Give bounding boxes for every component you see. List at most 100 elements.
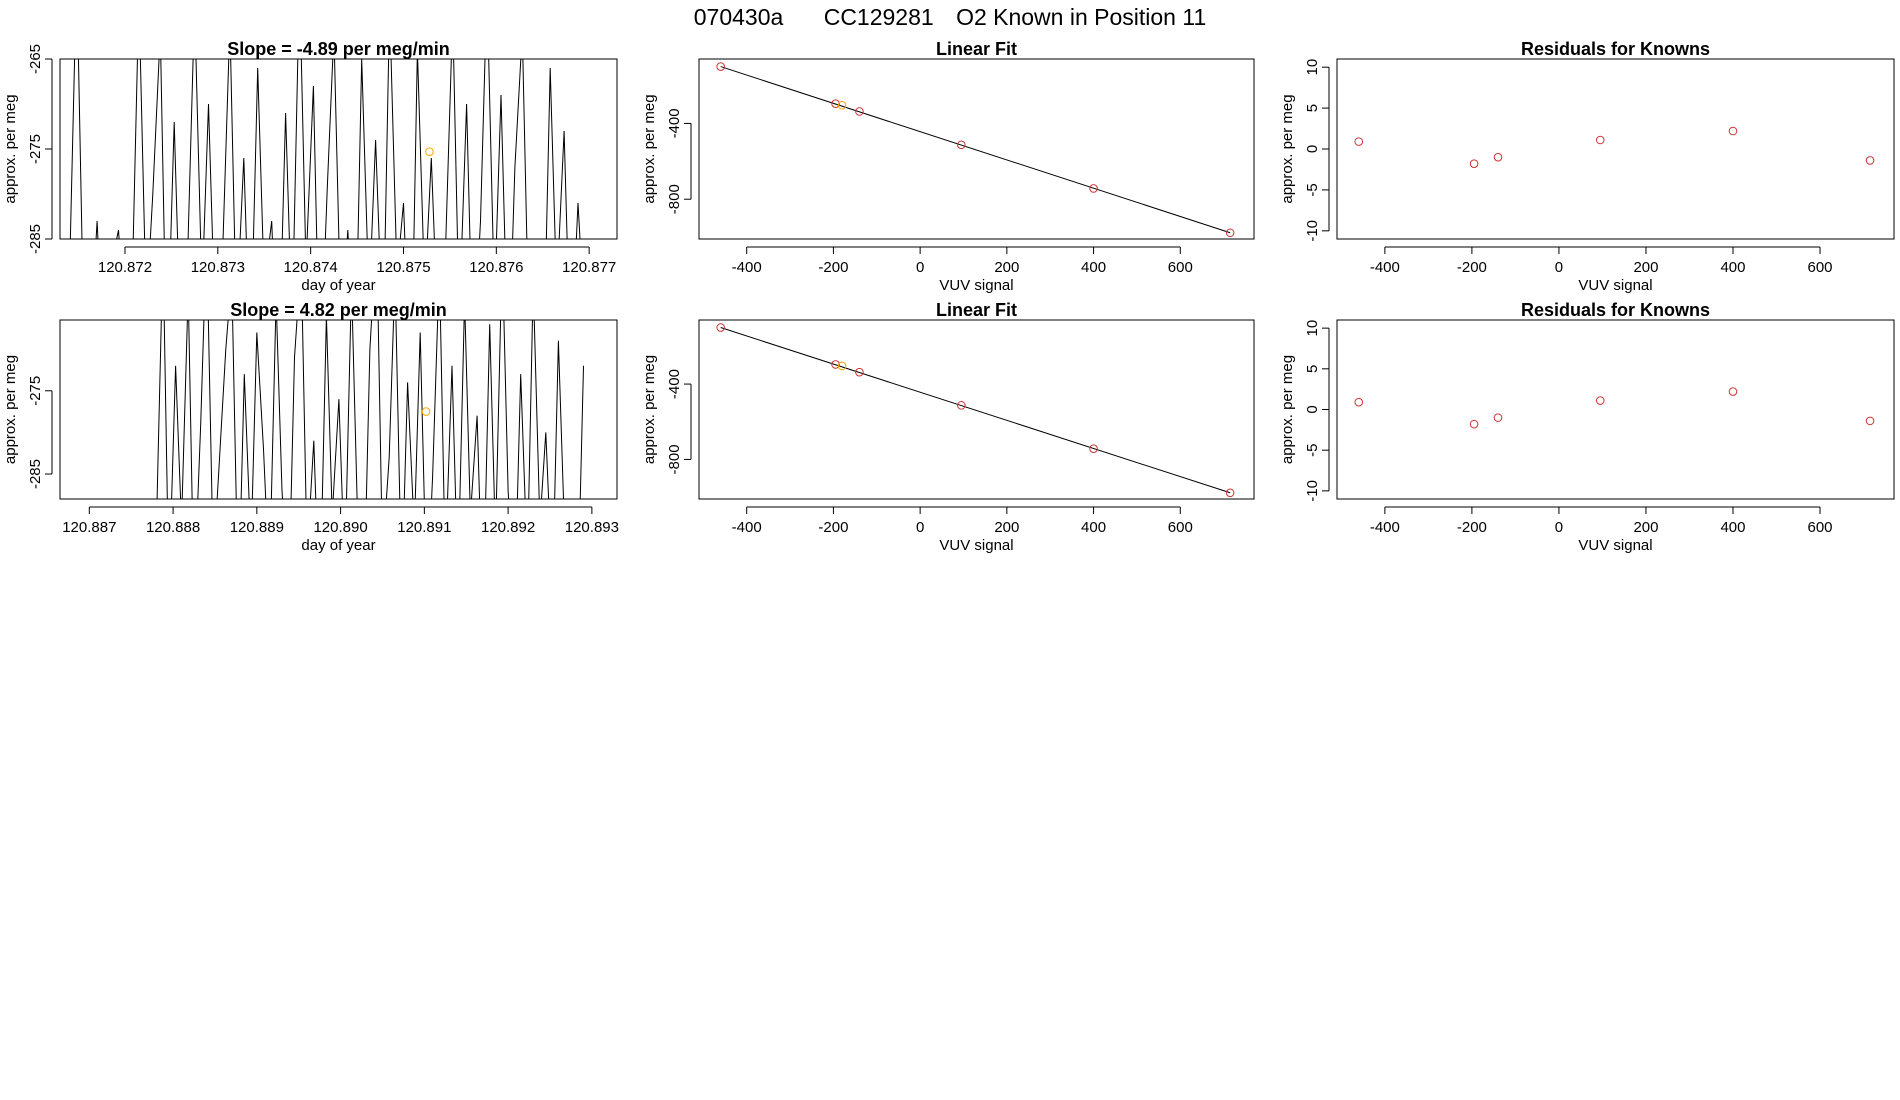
highlight-point (425, 147, 434, 156)
plot-frame (698, 58, 1255, 240)
x-tick-label: 400 (1081, 519, 1106, 536)
y-axis-label: approx. per meg (2, 94, 19, 203)
y-axis: -400 -800 (666, 108, 692, 214)
y-axis: 10 5 0 -5 -10 (1304, 59, 1330, 242)
highlight-point (837, 100, 847, 110)
known-point (1865, 416, 1875, 426)
panel-title: Slope = 4.82 per meg/min (230, 300, 447, 320)
x-tick-label: 200 (1633, 259, 1658, 276)
y-axis: -275 -285 (27, 376, 53, 489)
x-axis: -400 -200 0 200 400 600 (1370, 506, 1833, 536)
known-point (1469, 159, 1479, 169)
data-layer (69, 59, 581, 239)
x-tick-label: -400 (1370, 519, 1400, 536)
y-tick-label: -400 (666, 369, 683, 399)
panel-title: Linear Fit (936, 300, 1017, 320)
x-tick-label: 120.892 (481, 519, 535, 536)
known-point (855, 367, 864, 377)
y-tick-label: -10 (1304, 480, 1321, 502)
x-tick-label: 120.877 (562, 259, 616, 276)
x-axis: 120.887 120.888 120.889 120.890 120.891 120.8… (62, 506, 619, 536)
panel-resid-top: Residuals for Knowns -400 -200 0 200 400 600 VU… (1279, 39, 1895, 294)
run-id: 070430a (694, 4, 784, 30)
x-tick-label: 0 (1555, 519, 1563, 536)
y-tick-label: -800 (666, 444, 683, 474)
figure-title: 070430a CC129281 O2 Known in Position 11 (694, 4, 1206, 30)
x-tick-label: 120.888 (146, 519, 200, 536)
known-point (957, 401, 966, 410)
x-axis-label: VUV signal (939, 277, 1013, 294)
known-point (1595, 396, 1605, 405)
y-axis-label: approx. per meg (641, 355, 658, 464)
known-point (1493, 152, 1503, 162)
x-axis-label: VUV signal (1578, 277, 1652, 294)
panel-title: Slope = -4.89 per meg/min (227, 39, 450, 59)
known-point (1354, 397, 1364, 407)
known-point (1225, 228, 1235, 238)
cylinder-id: CC129281 (824, 4, 934, 30)
highlight-point (421, 407, 431, 416)
y-tick-label: -10 (1304, 220, 1321, 242)
y-tick-label: -5 (1304, 183, 1321, 196)
x-tick-label: 0 (1555, 259, 1563, 276)
plot-frame (59, 319, 618, 500)
series-line-trace (69, 59, 581, 239)
panel-slope-bottom: Slope = 4.82 per meg/min 120.887 120.888 12… (2, 300, 619, 554)
y-tick-label: -285 (27, 459, 44, 489)
panel-title: Linear Fit (936, 39, 1017, 59)
x-tick-label: 120.876 (469, 259, 523, 276)
y-axis: 10 5 0 -5 -10 (1304, 320, 1330, 502)
y-tick-label: 5 (1304, 104, 1321, 112)
known-point (957, 140, 966, 150)
x-tick-label: -400 (732, 519, 762, 536)
y-tick-label: 10 (1304, 59, 1321, 76)
x-tick-label: 0 (916, 519, 924, 536)
data-layer (716, 323, 1235, 498)
y-tick-label: -5 (1304, 444, 1321, 457)
x-tick-label: 400 (1081, 259, 1106, 276)
x-axis: -400 -200 0 200 400 600 (732, 506, 1193, 536)
y-axis: -265 -275 -285 (27, 44, 53, 254)
x-tick-label: 600 (1808, 259, 1833, 276)
known-point (855, 107, 864, 116)
data-layer (1354, 387, 1875, 429)
x-tick-label: -400 (732, 259, 762, 276)
y-tick-label: -800 (666, 184, 683, 214)
x-tick-label: -400 (1370, 259, 1400, 276)
plot-frame (1336, 319, 1895, 500)
panel-title: Residuals for Knowns (1521, 300, 1710, 320)
y-tick-label: -285 (27, 224, 44, 254)
x-axis-label: day of year (301, 277, 375, 294)
fit-line (720, 66, 1231, 234)
known-point (831, 99, 840, 109)
x-tick-label: 120.893 (565, 519, 619, 536)
x-tick-label: 120.872 (98, 259, 152, 276)
series-line-trace (156, 320, 584, 499)
y-axis-label: approx. per meg (1279, 355, 1296, 464)
x-tick-label: 120.873 (191, 259, 245, 276)
y-axis-label: approx. per meg (1279, 94, 1296, 203)
data-layer (716, 62, 1235, 238)
x-tick-label: 400 (1720, 259, 1745, 276)
data-layer (1354, 126, 1875, 169)
y-tick-label: 5 (1304, 365, 1321, 373)
x-tick-label: -200 (1457, 259, 1487, 276)
x-axis-label: VUV signal (1578, 537, 1652, 554)
x-tick-label: 120.887 (62, 519, 116, 536)
known-point (1493, 413, 1503, 422)
y-axis-label: approx. per meg (641, 94, 658, 203)
known-point (1728, 126, 1738, 136)
x-axis-label: day of year (301, 537, 375, 554)
y-tick-label: -265 (27, 44, 44, 74)
x-tick-label: 200 (1633, 519, 1658, 536)
panel-slope-top: Slope = -4.89 per meg/min 120.872 120.873 1… (2, 39, 618, 294)
y-tick-label: -275 (27, 134, 44, 164)
y-tick-label: 10 (1304, 320, 1321, 337)
y-tick-label: 0 (1304, 145, 1321, 153)
x-tick-label: 120.875 (376, 259, 430, 276)
data-layer (156, 320, 584, 499)
x-tick-label: 0 (916, 259, 924, 276)
